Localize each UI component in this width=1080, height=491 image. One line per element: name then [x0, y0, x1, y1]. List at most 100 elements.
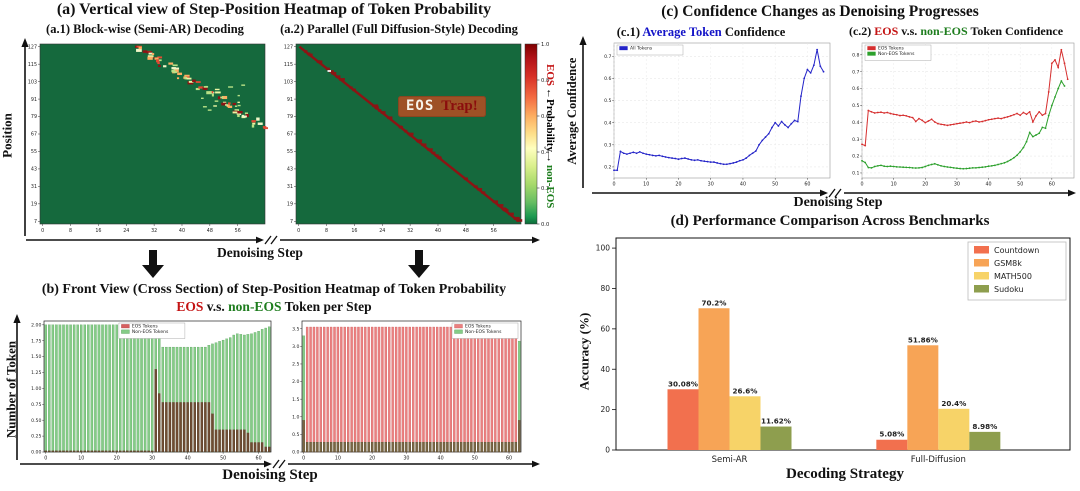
colorbar-label-eos: EOS: [544, 63, 556, 86]
panel-a-y-axis-arrow: [21, 38, 29, 236]
panel-d-x-axis-label: Decoding Strategy: [786, 466, 904, 482]
svg-text:1.00: 1.00: [31, 386, 41, 392]
svg-text:32: 32: [151, 228, 157, 234]
svg-text:GSM8k: GSM8k: [994, 259, 1022, 268]
panel-c1-subtitle-highlight: Average Token: [642, 25, 722, 39]
svg-text:0: 0: [44, 456, 47, 462]
panel-c1-subtitle-prefix: (c.1): [616, 25, 643, 39]
svg-text:32: 32: [407, 228, 413, 234]
svg-text:Semi-AR: Semi-AR: [712, 455, 748, 465]
colorbar-ticks: 1.0 0.8 0.6 0.4 0.2 0.0: [537, 42, 550, 228]
panel-c2-subtitle-suffix: Token Confidence: [967, 24, 1064, 38]
panel-c-x-axis-label: Denoising Step: [793, 195, 883, 210]
svg-text:0.50: 0.50: [31, 418, 41, 424]
svg-text:2.0: 2.0: [292, 379, 299, 385]
svg-text:1.0: 1.0: [541, 42, 549, 48]
panel-b-subtitle-vs: v.s.: [203, 299, 229, 314]
svg-text:80: 80: [600, 284, 610, 293]
colorbar-label-noneos: non-EOS: [544, 164, 556, 209]
svg-text:103: 103: [28, 79, 37, 85]
svg-text:20.4%: 20.4%: [941, 399, 966, 408]
panel-b-subtitle: EOS v.s. non-EOS Token per Step: [0, 299, 548, 315]
svg-text:40: 40: [185, 456, 191, 462]
svg-text:56: 56: [491, 228, 497, 234]
svg-text:2.5: 2.5: [292, 362, 299, 368]
colorbar-gradient: [524, 43, 538, 225]
svg-text:30: 30: [954, 182, 960, 188]
svg-text:115: 115: [284, 62, 293, 68]
svg-text:16: 16: [95, 228, 101, 234]
panel-c2-subtitle-vs: v.s.: [898, 24, 921, 38]
panel-b-subtitle-rest: Token per Step: [281, 299, 372, 314]
svg-text:8: 8: [69, 228, 72, 234]
svg-text:0.7: 0.7: [852, 69, 859, 75]
svg-text:67: 67: [31, 132, 37, 138]
svg-text:Non-EOS Tokens: Non-EOS Tokens: [132, 329, 169, 335]
svg-text:10: 10: [891, 182, 897, 188]
svg-text:1.0: 1.0: [292, 414, 299, 420]
svg-text:127: 127: [284, 44, 293, 50]
probability-colorbar: 1.0 0.8 0.6 0.4 0.2 0.0: [524, 42, 550, 228]
svg-text:50: 50: [1017, 182, 1023, 188]
svg-text:70.2%: 70.2%: [702, 298, 727, 307]
svg-text:0: 0: [612, 182, 615, 188]
svg-text:3.0: 3.0: [292, 344, 299, 350]
svg-text:0.00: 0.00: [31, 450, 41, 456]
svg-text:43: 43: [287, 167, 293, 173]
svg-text:20: 20: [369, 456, 375, 462]
panel-b-subtitle-noneos: non-EOS: [228, 299, 282, 314]
svg-text:0.0: 0.0: [541, 222, 549, 228]
svg-text:0.2: 0.2: [604, 165, 611, 171]
svg-text:1.5: 1.5: [292, 397, 299, 403]
svg-text:24: 24: [123, 228, 129, 234]
semi-ar-token-bar-chart: 2.00 1.75 1.50 1.25 1.00 0.75 0.50 0.25 0.000 10 2…: [31, 320, 272, 462]
benchmark-accuracy-bar-chart: 0 20 40 60 80 100 Semi-AR 30.08% 70.2% 26.6% 11.62…: [596, 237, 1071, 465]
svg-text:67: 67: [287, 132, 293, 138]
panel-c1-subtitle: (c.1) Average Token Confidence: [572, 25, 830, 39]
svg-text:30: 30: [403, 456, 409, 462]
svg-text:50: 50: [772, 182, 778, 188]
svg-text:20: 20: [114, 456, 120, 462]
svg-text:0.1: 0.1: [852, 171, 859, 177]
svg-text:60: 60: [506, 456, 512, 462]
svg-text:40: 40: [438, 456, 444, 462]
svg-text:EOS Tokens: EOS Tokens: [878, 46, 904, 52]
colorbar-axis-label: EOS←Probability→non-EOS: [544, 44, 556, 228]
eos-trap-annotation: EOS Trap!: [398, 96, 486, 117]
svg-text:30: 30: [708, 182, 714, 188]
panel-a-title: (a) Vertical view of Step-Position Heatm…: [56, 1, 492, 18]
svg-text:43: 43: [31, 167, 37, 173]
svg-text:60: 60: [1049, 182, 1055, 188]
svg-text:MATH500: MATH500: [994, 272, 1032, 281]
panel-b-x-axis-label: Denoising Step: [222, 467, 318, 483]
svg-text:40: 40: [740, 182, 746, 188]
panel-a1-subtitle: (a.1) Block-wise (Semi-AR) Decoding: [46, 22, 244, 36]
svg-text:60: 60: [600, 324, 610, 333]
svg-text:0: 0: [302, 456, 305, 462]
svg-text:3.5: 3.5: [292, 326, 299, 332]
svg-text:56: 56: [235, 228, 241, 234]
svg-text:19: 19: [31, 202, 37, 208]
svg-text:0.6: 0.6: [852, 86, 859, 92]
svg-text:55: 55: [287, 149, 293, 155]
svg-text:30: 30: [149, 456, 155, 462]
svg-text:0: 0: [605, 446, 610, 455]
svg-text:50: 50: [220, 456, 226, 462]
svg-text:0.25: 0.25: [31, 434, 41, 440]
panel-c2-subtitle-eos: EOS: [874, 24, 899, 38]
svg-text:103: 103: [284, 79, 293, 85]
svg-text:0: 0: [860, 182, 863, 188]
eos-trap-eos-text: EOS: [406, 98, 435, 114]
svg-text:0.3: 0.3: [852, 137, 859, 143]
svg-text:EOS Tokens: EOS Tokens: [132, 324, 158, 330]
svg-text:16: 16: [351, 228, 357, 234]
svg-text:7: 7: [290, 219, 293, 225]
svg-text:0.5: 0.5: [852, 103, 859, 109]
svg-text:11.62%: 11.62%: [761, 417, 791, 426]
svg-text:EOS Tokens: EOS Tokens: [465, 324, 491, 330]
svg-text:60: 60: [804, 182, 810, 188]
svg-text:10: 10: [335, 456, 341, 462]
axis-break-icon: [828, 188, 836, 198]
svg-text:0.5: 0.5: [292, 432, 299, 438]
